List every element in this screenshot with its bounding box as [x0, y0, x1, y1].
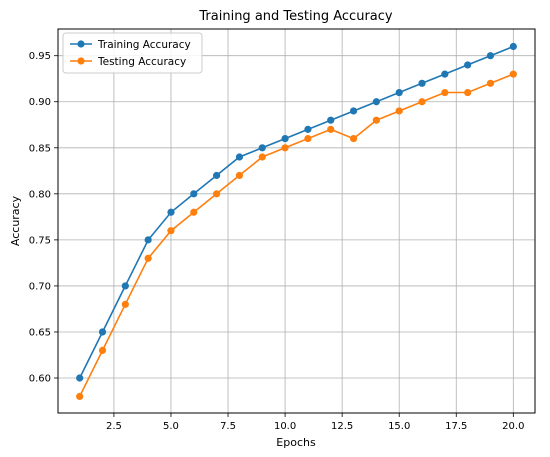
testing-accuracy-point — [327, 125, 335, 133]
legend-box — [62, 32, 203, 74]
x-tick-label: 17.5 — [445, 421, 467, 432]
testing-accuracy-point — [213, 190, 221, 198]
testing-accuracy-point — [509, 70, 517, 78]
training-accuracy-point — [144, 236, 152, 244]
training-accuracy-point — [372, 98, 380, 106]
y-tick-label: 0.60 — [29, 374, 51, 385]
axis-ticks: 2.5 5.0 7.5 10.0 12.5 15.0 17.5 20.0 0.60 0.65 0.7… — [29, 51, 525, 432]
x-tick-label: 7.5 — [220, 421, 236, 432]
training-accuracy-point — [213, 171, 221, 180]
training-accuracy-point — [304, 125, 312, 133]
x-tick-label: 20.0 — [502, 421, 524, 432]
legend: Training Accuracy Testing Accuracy — [62, 32, 203, 74]
testing-accuracy-point — [258, 153, 266, 161]
grid-lines — [58, 29, 535, 413]
y-tick-label: 0.90 — [29, 97, 51, 108]
training-accuracy-line — [78, 45, 514, 379]
testing-accuracy-point — [281, 144, 289, 152]
x-tick-label: 5.0 — [163, 421, 179, 432]
training-accuracy-point — [98, 328, 107, 336]
testing-accuracy-point — [395, 107, 403, 115]
testing-accuracy-point — [121, 300, 129, 308]
training-accuracy-point — [441, 70, 449, 78]
testing-accuracy-point — [167, 227, 175, 235]
y-tick-label: 0.65 — [29, 327, 51, 338]
training-accuracy-point — [395, 88, 403, 97]
training-accuracy-point — [327, 116, 335, 124]
training-accuracy-point — [190, 190, 198, 198]
series-layer — [76, 42, 517, 401]
training-accuracy-point — [121, 282, 129, 290]
y-axis-label: Accuracy — [9, 195, 22, 246]
x-tick-label: 12.5 — [331, 421, 353, 432]
testing-accuracy-point — [372, 116, 380, 124]
training-accuracy-point — [464, 61, 472, 69]
testing-accuracy-point — [235, 171, 244, 180]
training-accuracy-point — [486, 52, 495, 60]
testing-accuracy-point — [144, 254, 152, 262]
training-accuracy-point — [418, 79, 426, 87]
testing-accuracy-point — [349, 134, 358, 143]
testing-accuracy-point — [98, 346, 107, 354]
testing-accuracy-point — [464, 88, 472, 97]
testing-accuracy-point — [418, 98, 426, 106]
plot-frame — [57, 28, 536, 414]
chart-title: Training and Testing Accuracy — [198, 9, 393, 24]
testing-accuracy-point — [190, 208, 198, 216]
x-tick-label: 2.5 — [106, 421, 122, 432]
testing-accuracy-point — [304, 134, 312, 143]
legend-swatch-marker-training-accuracy — [77, 40, 85, 48]
training-accuracy-point — [76, 374, 84, 382]
y-tick-label: 0.95 — [29, 51, 51, 62]
y-tick-label: 0.70 — [29, 281, 51, 292]
testing-accuracy-line — [78, 73, 514, 397]
y-tick-label: 0.75 — [29, 235, 51, 246]
legend-label-training-accuracy: Training Accuracy — [97, 39, 191, 51]
legend-swatch-marker-testing-accuracy — [77, 57, 85, 65]
training-accuracy-point — [281, 134, 289, 143]
x-tick-label: 10.0 — [274, 421, 296, 432]
training-accuracy-point — [258, 144, 266, 152]
training-accuracy-point — [509, 42, 517, 51]
y-tick-label: 0.85 — [29, 143, 51, 154]
training-accuracy-point — [235, 153, 244, 161]
x-axis-label: Epochs — [276, 436, 316, 449]
x-tick-label: 15.0 — [388, 421, 410, 432]
training-accuracy-point — [167, 208, 175, 216]
y-tick-label: 0.80 — [29, 189, 51, 200]
testing-accuracy-point — [486, 79, 495, 87]
training-accuracy-point — [349, 107, 358, 115]
testing-accuracy-point — [76, 392, 84, 401]
legend-label-testing-accuracy: Testing Accuracy — [97, 56, 186, 68]
testing-accuracy-point — [441, 88, 449, 97]
